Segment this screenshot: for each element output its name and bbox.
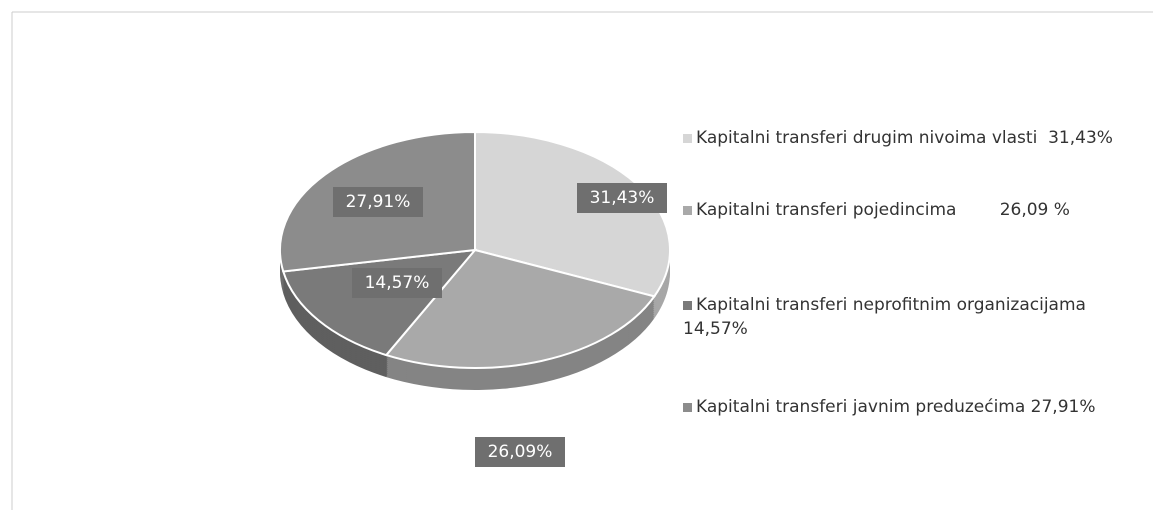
slice [384, 248, 656, 369]
legend-swatch [683, 402, 692, 412]
legend-swatch [683, 133, 692, 143]
data-label: 27,91% [346, 192, 411, 212]
legend-entry: Kapitalni transferi drugim nivoima vlast… [683, 126, 1153, 150]
data-label: 14,57% [365, 273, 430, 293]
legend-label: Kapitalni transferi neprofitnim organiza… [683, 295, 1092, 339]
legend-swatch [683, 205, 692, 215]
legend-label: Kapitalni transferi javnim preduzećima 2… [696, 397, 1096, 417]
data-label-box [333, 187, 423, 217]
data-label-box [352, 268, 442, 298]
legend-label: Kapitalni transferi drugim nivoima vlast… [696, 128, 1113, 148]
legend-label: Kapitalni transferi pojedincima 26,09 % [696, 200, 1070, 220]
legend-swatch [683, 300, 692, 310]
legend-entry: Kapitalni transferi neprofitnim organiza… [683, 293, 1153, 341]
legend-entry: Kapitalni transferi javnim preduzećima 2… [683, 395, 1153, 419]
legend-entry: Kapitalni transferi pojedincima 26,09 % [683, 198, 1153, 222]
data-label-box [475, 437, 565, 467]
data-label: 31,43% [590, 188, 655, 208]
data-label: 26,09% [488, 442, 553, 462]
data-label-box [577, 183, 667, 213]
